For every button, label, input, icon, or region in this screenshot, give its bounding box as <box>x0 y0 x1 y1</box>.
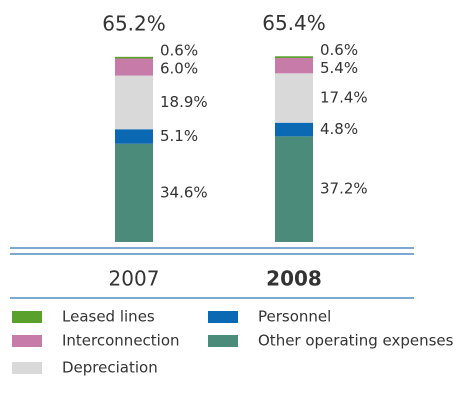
legend-swatch <box>12 311 42 323</box>
bar-segment <box>275 122 313 137</box>
bar-segment <box>275 57 313 74</box>
legend-label: Interconnection <box>62 332 180 350</box>
value-label: 6.0% <box>160 59 198 77</box>
x-tick-label: 2007 <box>109 267 160 291</box>
legend-label: Other operating expenses <box>258 332 454 350</box>
bar-segment <box>275 73 313 123</box>
bar-segment <box>275 136 313 242</box>
value-label: 5.1% <box>160 127 198 145</box>
value-label: 34.6% <box>160 183 208 201</box>
value-label: 17.4% <box>320 89 368 107</box>
total-label: 65.2% <box>102 11 166 35</box>
legend-label: Depreciation <box>62 359 158 377</box>
bar-segment <box>115 56 153 59</box>
legend-swatch <box>12 362 42 374</box>
value-label: 5.4% <box>320 59 358 77</box>
legend-label: Leased lines <box>62 308 155 326</box>
value-label: 37.2% <box>320 180 368 198</box>
value-label: 0.6% <box>160 41 198 59</box>
value-label: 4.8% <box>320 120 358 138</box>
bar-segment <box>115 143 153 242</box>
legend-swatch <box>208 311 238 323</box>
bar-segment <box>115 58 153 76</box>
legend-label: Personnel <box>258 308 331 326</box>
total-label: 65.4% <box>262 11 326 35</box>
value-label: 18.9% <box>160 93 208 111</box>
bar-segment <box>115 75 153 130</box>
legend-swatch <box>208 335 238 347</box>
bar-segment <box>275 56 313 58</box>
bar-segment <box>115 129 153 144</box>
value-label: 0.6% <box>320 41 358 59</box>
legend-swatch <box>12 335 42 347</box>
x-tick-label: 2008 <box>266 267 322 291</box>
